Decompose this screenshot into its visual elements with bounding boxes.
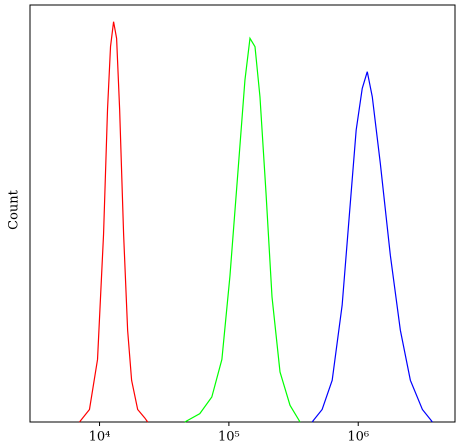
x-tick-label: 10⁵: [218, 430, 240, 445]
plot-frame: [29, 4, 456, 423]
x-tick-label: 10⁶: [347, 430, 369, 445]
x-tick-label: 10⁴: [89, 430, 111, 445]
histogram-line: [311, 71, 433, 423]
y-axis-label: Count: [7, 189, 22, 230]
histogram-line: [79, 21, 149, 423]
histogram-line: [184, 36, 301, 423]
